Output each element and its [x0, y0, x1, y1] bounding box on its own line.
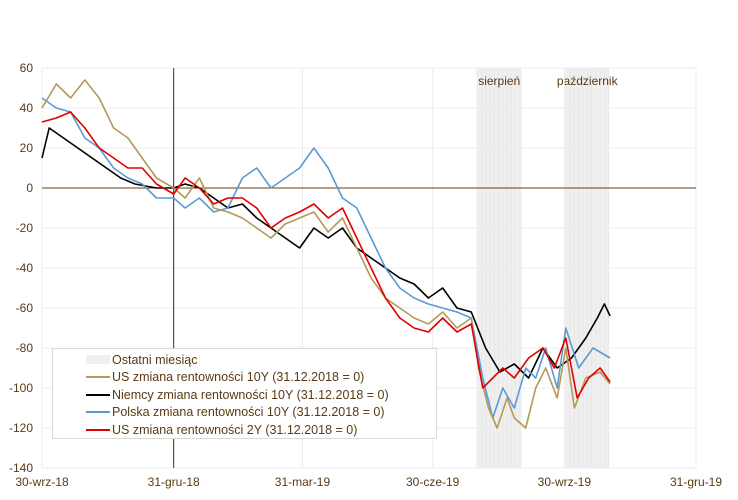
legend-swatch [86, 393, 110, 396]
legend-label: US zmiana rentowności 2Y (31.12.2018 = 0… [112, 422, 358, 437]
y-tick-label: -100 [9, 381, 33, 395]
legend-swatch [86, 376, 110, 379]
legend-label: Ostatni miesiąc [112, 352, 198, 367]
legend-swatch [86, 411, 110, 414]
y-tick-label: 40 [20, 101, 34, 115]
y-tick-label: -140 [9, 461, 33, 475]
legend-item-us2y: US zmiana rentowności 2Y (31.12.2018 = 0… [53, 421, 436, 439]
x-tick-label: 30-wrz-19 [538, 475, 592, 489]
legend-item-us10y: US zmiana rentowności 10Y (31.12.2018 = … [53, 369, 436, 387]
y-tick-label: -120 [9, 421, 33, 435]
x-tick-label: 30-cze-19 [406, 475, 460, 489]
y-tick-label: 60 [20, 61, 34, 75]
band-label: sierpień [478, 74, 520, 88]
y-tick-label: -80 [16, 341, 34, 355]
y-tick-label: -20 [16, 221, 34, 235]
x-tick-label: 31-gru-18 [148, 475, 200, 489]
legend-label: Niemcy zmiana rentowności 10Y (31.12.201… [112, 387, 389, 402]
y-tick-label: -60 [16, 301, 34, 315]
legend-item-band: Ostatni miesiąc [53, 351, 436, 369]
legend-label: Polska zmiana rentowności 10Y (31.12.201… [112, 405, 385, 420]
band-label: październik [557, 74, 619, 88]
x-tick-label: 31-gru-19 [670, 475, 722, 489]
x-tick-label: 31-mar-19 [275, 475, 331, 489]
x-tick-label: 30-wrz-18 [15, 475, 69, 489]
us-10y-line [41, 79, 611, 429]
legend-item-pl10y: Polska zmiana rentowności 10Y (31.12.201… [53, 404, 436, 422]
legend-item-de10y: Niemcy zmiana rentowności 10Y (31.12.201… [53, 386, 436, 404]
y-tick-label: 0 [26, 181, 33, 195]
poland-10y-line [41, 97, 611, 419]
legend-swatch [86, 355, 110, 365]
us-2y-line [41, 111, 611, 399]
y-tick-label: 20 [20, 141, 34, 155]
y-tick-label: -40 [16, 261, 34, 275]
legend: Ostatni miesiąc US zmiana rentowności 10… [52, 348, 437, 439]
legend-swatch [86, 428, 110, 431]
legend-label: US zmiana rentowności 10Y (31.12.2018 = … [112, 370, 365, 385]
